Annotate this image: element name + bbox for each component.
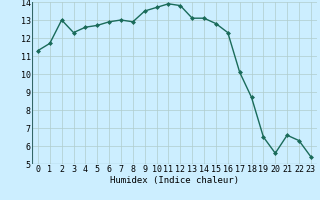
X-axis label: Humidex (Indice chaleur): Humidex (Indice chaleur) — [110, 176, 239, 185]
